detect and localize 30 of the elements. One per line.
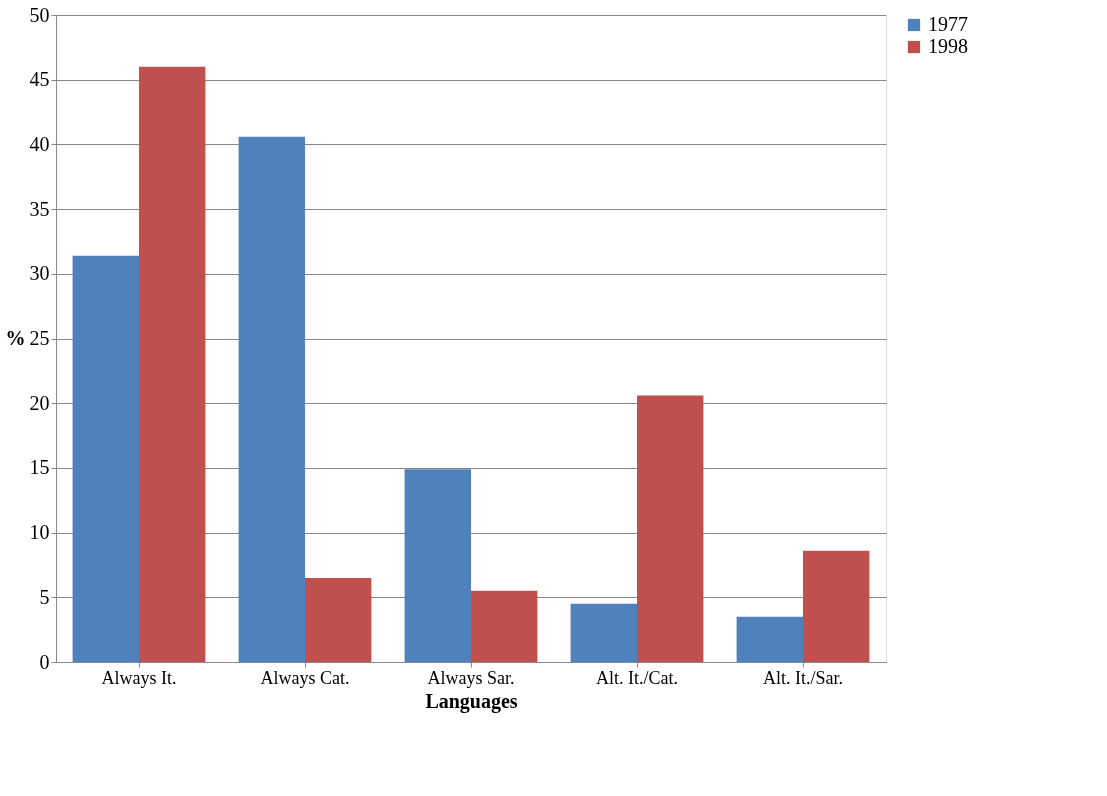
x-tick-label: Always Cat. xyxy=(260,667,350,688)
x-axis-title: Languages xyxy=(425,689,518,713)
x-tick-label: Always Sar. xyxy=(427,667,515,688)
bar xyxy=(637,395,704,662)
legend-label: 1998 xyxy=(928,35,968,57)
bar xyxy=(238,136,305,662)
y-tick-label: 30 xyxy=(29,262,50,285)
y-tick-label: 10 xyxy=(29,521,50,544)
y-tick-label: 25 xyxy=(29,327,50,349)
bar xyxy=(139,66,206,662)
y-tick-label: 50 xyxy=(29,3,50,26)
y-tick-label: 15 xyxy=(29,456,50,479)
y-tick-label: 35 xyxy=(29,197,50,220)
y-tick-label: 0 xyxy=(39,650,50,673)
y-tick-label: 20 xyxy=(29,391,50,414)
y-axis-title: % xyxy=(5,327,26,349)
bar xyxy=(570,603,637,662)
y-tick-label: 45 xyxy=(29,68,50,91)
bar xyxy=(305,577,372,662)
bar xyxy=(404,469,471,662)
bar xyxy=(803,550,870,662)
x-tick-label: Alt. It./Cat. xyxy=(596,667,678,688)
x-tick-label: Alt. It./Sar. xyxy=(763,667,843,688)
x-tick-label: Always It. xyxy=(101,667,177,688)
bar xyxy=(72,255,139,662)
y-tick-label: 40 xyxy=(29,132,50,155)
bar xyxy=(736,616,803,662)
legend-label: 1977 xyxy=(928,13,968,35)
bar xyxy=(471,590,538,662)
y-tick-label: 5 xyxy=(39,585,50,608)
